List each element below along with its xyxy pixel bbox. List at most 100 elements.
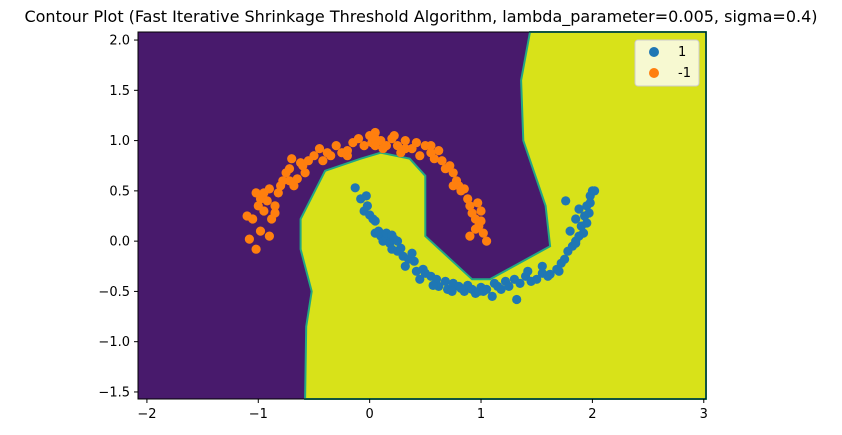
data-point-series-1 [574,204,584,214]
x-tick-label: 3 [700,407,708,422]
data-point-series-2 [434,146,444,156]
data-point-series-1 [565,226,575,236]
legend-marker-series-2 [649,68,659,78]
data-point-series-2 [270,201,280,211]
data-point-series-1 [370,216,380,226]
data-point-series-2 [400,136,410,146]
data-point-series-2 [445,161,455,171]
data-point-series-1 [512,294,522,305]
data-point-series-2 [244,234,254,244]
data-point-series-1 [571,238,581,248]
chart-title: Contour Plot (Fast Iterative Shrinkage T… [24,7,817,27]
data-point-series-2 [251,244,261,254]
data-point-series-2 [259,206,269,216]
x-tick-label: −2 [137,407,156,422]
data-point-series-2 [273,188,283,198]
data-point-series-2 [326,151,336,161]
data-point-series-1 [537,261,547,271]
data-point-series-2 [411,138,421,148]
data-point-series-2 [259,188,269,198]
data-point-series-2 [342,151,352,161]
data-point-series-1 [561,196,571,206]
data-point-series-2 [318,156,328,166]
data-point-series-1 [396,243,406,253]
data-point-series-2 [429,154,439,164]
data-point-series-2 [381,141,391,151]
data-point-series-2 [359,141,369,151]
legend-label-series-1: 1 [678,45,686,60]
data-points [242,127,600,305]
data-point-series-2 [478,228,488,238]
data-point-series-1 [578,228,589,238]
y-tick-label: 1.5 [109,84,130,99]
data-point-series-2 [459,184,469,194]
data-point-series-2 [463,194,473,204]
data-point-series-2 [242,211,252,221]
legend-marker-series-1 [649,47,659,57]
data-point-series-2 [264,231,274,241]
data-point-series-1 [440,276,450,286]
data-point-series-1 [585,198,595,208]
data-point-series-2 [278,176,288,186]
data-point-series-1 [584,208,594,218]
legend-label-series-2: -1 [678,66,691,81]
legend: 1 -1 [634,39,700,87]
data-point-series-2 [437,156,447,166]
data-point-series-1 [590,186,600,196]
data-point-series-2 [292,174,302,184]
data-point-series-2 [389,131,399,141]
data-point-series-2 [473,198,483,208]
data-point-series-1 [387,230,397,240]
data-point-series-2 [476,216,486,226]
data-point-series-2 [262,196,272,206]
region-class-positive [299,31,707,400]
data-point-series-1 [554,266,564,276]
x-tick-label: 2 [588,407,596,422]
data-point-series-1 [456,283,466,293]
data-point-series-2 [331,141,341,151]
data-point-series-2 [465,231,475,241]
data-point-series-1 [374,226,384,236]
y-axis: −1.5 −1.0 −0.5 0.0 0.5 1.0 1.5 2.0 [98,34,138,400]
data-point-series-1 [582,218,592,228]
data-point-series-2 [370,134,380,144]
data-point-series-2 [251,188,261,198]
data-point-series-2 [370,141,380,151]
data-point-series-2 [255,226,266,236]
data-point-series-1 [361,191,371,201]
decision-regions [138,31,707,400]
data-point-series-1 [523,266,533,276]
data-point-series-1 [504,281,514,291]
data-point-series-1 [392,236,403,246]
y-tick-label: 0.5 [109,184,130,199]
data-point-series-2 [400,144,410,154]
y-tick-label: 0.0 [109,235,130,250]
data-point-series-2 [284,164,295,174]
data-point-series-2 [287,154,297,164]
data-point-series-1 [409,256,419,266]
data-point-series-2 [314,144,325,154]
data-point-series-1 [560,254,570,264]
y-tick-label: −1.5 [98,385,130,400]
data-point-series-1 [428,280,438,290]
data-point-series-1 [415,274,425,284]
data-point-series-1 [407,248,417,258]
y-tick-label: 1.0 [109,134,130,149]
axes-frame [137,31,707,400]
data-point-series-2 [482,236,492,246]
data-point-series-1 [532,274,542,284]
x-tick-label: −1 [249,407,268,422]
x-axis: −2 −1 0 1 2 3 [137,399,708,422]
data-point-series-2 [448,181,458,191]
data-point-series-1 [493,281,503,291]
y-tick-label: −1.0 [98,335,130,350]
data-point-series-1 [487,291,497,301]
y-tick-label: 2.0 [109,34,130,49]
data-point-series-1 [515,278,525,288]
data-point-series-2 [470,224,481,234]
data-point-series-2 [284,176,295,186]
data-point-series-2 [353,134,364,144]
data-point-series-2 [448,168,458,178]
data-point-series-2 [270,208,280,218]
